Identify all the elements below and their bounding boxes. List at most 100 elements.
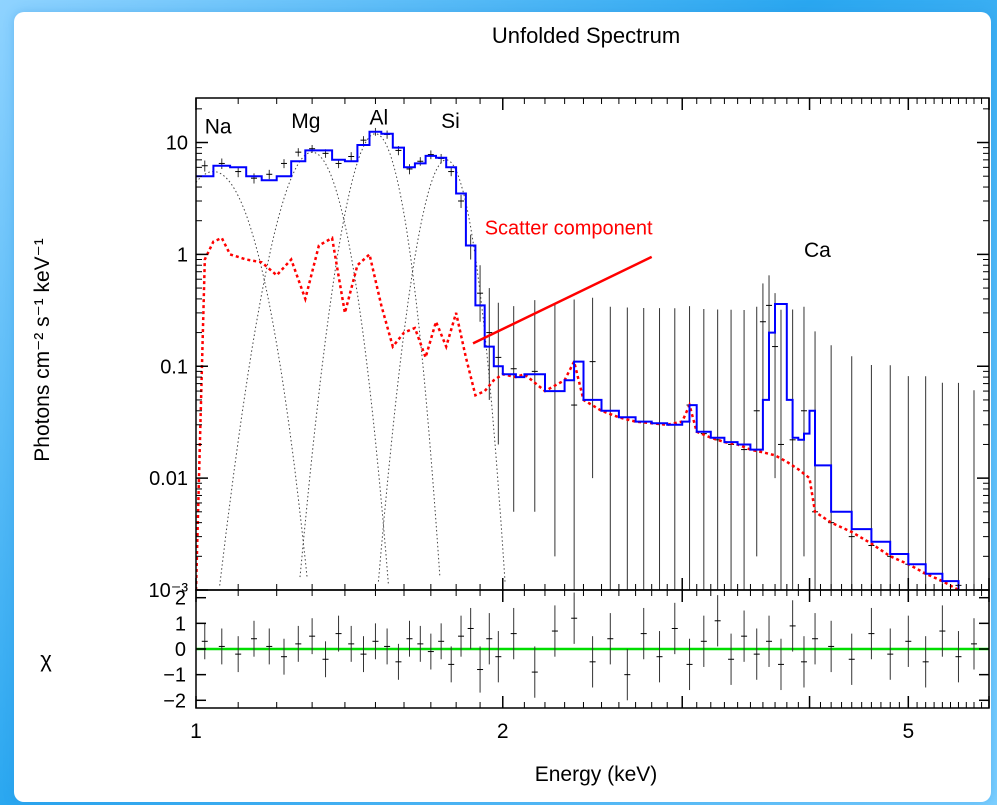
line-label-mg: Mg [291,110,320,133]
data-point [686,306,693,590]
data-point [551,304,558,557]
line-component-mg [219,151,389,586]
residual-point [812,613,819,665]
residual-point [922,636,929,688]
data-point [700,308,707,590]
data-point [417,157,424,166]
residual-point [495,631,502,683]
data-point [607,306,614,590]
residual-point [486,613,493,665]
residual-point [571,592,578,644]
data-point [235,166,242,178]
residual-point [789,600,796,652]
residual-y-tick-label: 0 [175,639,186,661]
data-point [281,159,288,169]
data-point [486,288,493,400]
data-point [458,194,465,208]
residual-point [607,613,614,665]
residual-point [348,625,355,662]
line-component-al [299,133,441,578]
residual-point [235,636,242,673]
residual-point [218,628,225,665]
residual-point [800,636,807,688]
residual-point [939,605,946,657]
y-tick-label: 10⁻³ [149,580,189,602]
data-point [218,158,225,169]
residual-point [360,636,367,673]
residual-point [417,625,424,662]
residual-point [510,607,517,660]
data-point [510,306,517,512]
residual-point [848,633,855,685]
residual-point [395,643,402,680]
data-point [448,167,455,177]
x-tick-label: 2 [497,720,509,743]
line-label-al: Al [370,106,389,129]
data-point [640,307,647,590]
data-point [531,300,538,512]
y-tick-label: 0.1 [160,356,188,378]
y-tick-label: 0.01 [149,468,188,490]
data-point [266,169,273,180]
data-point [939,382,946,590]
data-point [571,299,578,590]
data-point [348,152,355,162]
spectrum-panel [196,127,977,590]
total-model-line [196,130,960,590]
line-label-na: Na [205,116,232,139]
chart-title: Unfolded Spectrum [492,23,680,48]
residual-point [905,615,912,667]
residual-point [640,607,647,660]
data-point [624,307,631,590]
y-tick-label: 1 [177,244,188,266]
residual-point [309,618,316,655]
data-point [477,265,484,322]
data-point [360,136,367,145]
residual-point [868,607,875,660]
residual-point [448,646,455,683]
x-axis-label: Energy (keV) [535,763,658,786]
residual-point [201,623,208,660]
residual-panel [196,592,989,701]
line-label-si: Si [441,110,460,133]
residual-point [589,636,596,688]
residual-point [700,615,707,667]
residual-point [741,610,748,662]
residual-point [322,641,329,678]
data-point [970,390,977,590]
residual-point [458,615,465,657]
residual-y-tick-label: −2 [163,690,186,712]
residual-point [281,638,288,675]
data-point [427,150,434,160]
residual-point [438,623,445,660]
residual-point [686,638,693,691]
data-point [753,306,760,557]
residual-point [266,628,273,665]
residual-point [777,638,784,691]
plot-panel: Unfolded Spectrum Photons cm⁻² s⁻¹ keV⁻¹… [14,12,991,802]
data-point [295,148,302,157]
residual-point [295,625,302,662]
residual-point [955,631,962,683]
data-point [656,308,663,590]
residual-point [467,607,474,649]
data-point [800,306,807,557]
data-point [728,309,735,590]
data-point [955,382,962,590]
residual-point [427,633,434,670]
data-point [922,376,929,590]
residual-point [531,646,538,698]
residual-point [384,628,391,665]
data-point [406,164,413,175]
line-label-ca: Ca [804,239,831,262]
residual-point [477,646,484,693]
data-point [714,309,721,590]
spectrum-figure: Unfolded Spectrum Photons cm⁻² s⁻¹ keV⁻¹… [31,23,990,786]
y-axis-label: Photons cm⁻² s⁻¹ keV⁻¹ [31,238,54,461]
residual-point [551,605,558,657]
data-point [671,308,678,590]
residual-y-tick-label: −1 [163,665,186,687]
residual-point [372,623,379,660]
y-tick-label: 10 [166,133,188,155]
residual-point [624,649,631,701]
